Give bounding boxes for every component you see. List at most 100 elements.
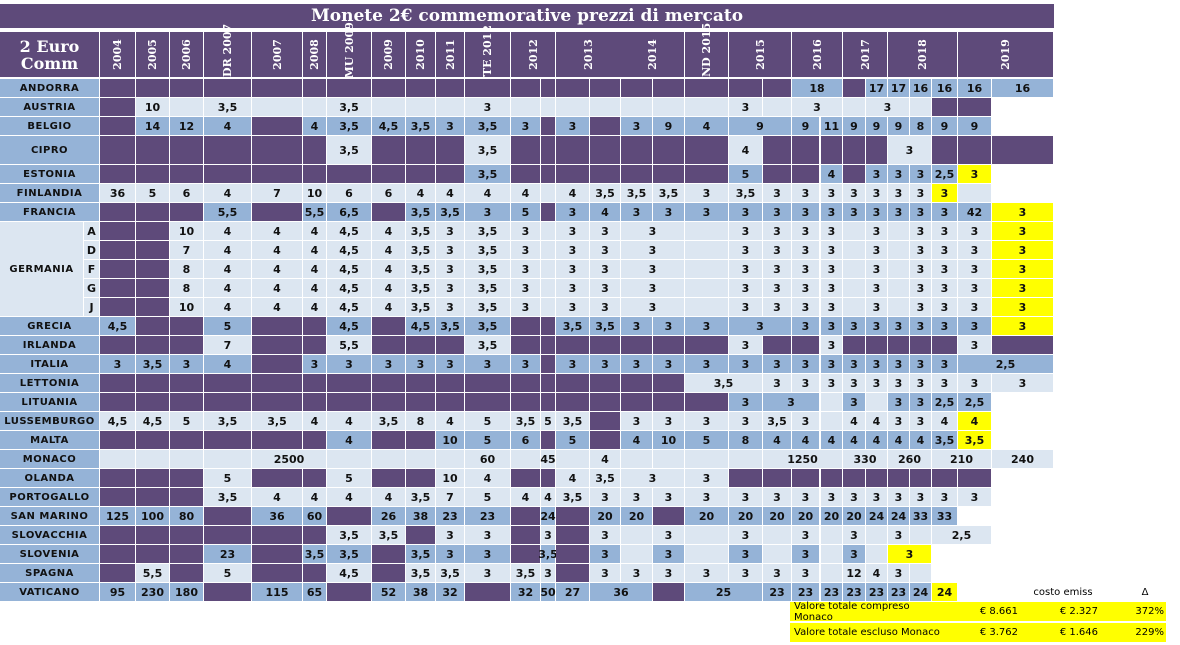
price-cell: 4 bbox=[204, 279, 251, 297]
empty-cell bbox=[327, 450, 371, 468]
empty-cell bbox=[590, 117, 620, 135]
empty-cell bbox=[932, 336, 957, 354]
price-cell: 3 bbox=[511, 260, 540, 278]
empty-cell bbox=[843, 98, 865, 116]
empty-cell bbox=[406, 450, 435, 468]
price-cell: 45 bbox=[540, 450, 556, 468]
price-cell: 3 bbox=[685, 184, 728, 202]
year-header: 2018 bbox=[888, 32, 957, 77]
price-cell: 3 bbox=[729, 336, 762, 354]
empty-cell bbox=[252, 469, 302, 487]
empty-cell bbox=[932, 136, 957, 164]
empty-cell bbox=[100, 431, 135, 449]
empty-cell bbox=[685, 279, 728, 297]
empty-cell bbox=[100, 241, 135, 259]
price-cell: 3 bbox=[821, 260, 842, 278]
country-name: PORTOGALLO bbox=[0, 488, 99, 506]
price-cell: 3 bbox=[436, 298, 464, 316]
price-cell: 3 bbox=[821, 488, 842, 506]
price-cell: 3 bbox=[866, 165, 887, 183]
empty-cell bbox=[541, 431, 555, 449]
price-cell: 9 bbox=[729, 117, 791, 135]
price-cell: 25 bbox=[685, 583, 762, 601]
price-cell: 3 bbox=[590, 488, 620, 506]
price-cell: 3 bbox=[910, 298, 931, 316]
price-cell: 3 bbox=[958, 317, 991, 335]
price-cell: 3 bbox=[792, 355, 819, 373]
empty-cell bbox=[792, 136, 819, 164]
delta-header: Δ bbox=[1141, 586, 1149, 598]
empty-cell bbox=[170, 317, 203, 335]
price-cell: 60 bbox=[465, 450, 510, 468]
price-cell: 4 bbox=[327, 431, 371, 449]
price-cell: 32 bbox=[511, 583, 540, 601]
empty-cell bbox=[136, 136, 169, 164]
price-cell: 3 bbox=[792, 203, 819, 221]
price-cell: 3,5 bbox=[136, 355, 169, 373]
price-cell: 4 bbox=[303, 117, 326, 135]
price-cell: 4 bbox=[866, 564, 887, 582]
price-cell: 4 bbox=[252, 298, 302, 316]
price-cell: 4,5 bbox=[100, 412, 135, 430]
price-cell: 3 bbox=[910, 488, 931, 506]
empty-cell bbox=[406, 79, 435, 97]
price-cell: 3 bbox=[621, 564, 652, 582]
price-cell: 10 bbox=[303, 184, 326, 202]
price-cell: 3,5 bbox=[372, 412, 405, 430]
price-cell: 3 bbox=[792, 184, 819, 202]
summary-value: € 8.661 bbox=[979, 606, 1018, 617]
empty-cell bbox=[932, 98, 957, 116]
price-cell: 10 bbox=[136, 98, 169, 116]
empty-cell bbox=[327, 583, 371, 601]
price-cell: 3 bbox=[958, 279, 991, 297]
price-cell: 3 bbox=[729, 203, 762, 221]
price-cell: 3 bbox=[792, 374, 819, 392]
empty-cell bbox=[763, 469, 791, 487]
empty-cell bbox=[406, 374, 435, 392]
price-cell: 3,5 bbox=[406, 203, 435, 221]
price-cell: 4 bbox=[372, 260, 405, 278]
empty-cell bbox=[303, 336, 326, 354]
country-name: OLANDA bbox=[0, 469, 99, 487]
empty-cell bbox=[843, 260, 865, 278]
price-cell: 3 bbox=[932, 355, 957, 373]
country-name: SLOVENIA bbox=[0, 545, 99, 563]
country-name: AUSTRIA bbox=[0, 98, 99, 116]
price-cell: 3 bbox=[992, 203, 1053, 221]
empty-cell bbox=[685, 260, 728, 278]
empty-cell bbox=[888, 222, 909, 240]
year-header: EMU 2009 bbox=[327, 22, 371, 87]
price-cell: 3 bbox=[932, 203, 957, 221]
price-cell: 3 bbox=[992, 222, 1053, 240]
price-cell: 27 bbox=[556, 583, 589, 601]
empty-cell bbox=[252, 317, 302, 335]
empty-cell bbox=[590, 165, 620, 183]
price-cell: 3 bbox=[653, 488, 684, 506]
empty-cell bbox=[685, 545, 728, 563]
price-cell: 3 bbox=[465, 526, 510, 544]
price-cell: 20 bbox=[763, 507, 791, 525]
summary-cost: € 1.646 bbox=[1059, 627, 1098, 638]
empty-cell bbox=[685, 79, 728, 97]
empty-cell bbox=[100, 203, 135, 221]
price-cell: 3 bbox=[685, 412, 728, 430]
price-cell: 3 bbox=[590, 564, 620, 582]
empty-cell bbox=[653, 79, 684, 97]
price-cell: 330 bbox=[843, 450, 887, 468]
empty-cell bbox=[843, 336, 865, 354]
empty-cell bbox=[170, 203, 203, 221]
empty-cell bbox=[465, 393, 510, 411]
price-cell: 3,5 bbox=[406, 241, 435, 259]
empty-cell bbox=[327, 79, 371, 97]
empty-cell bbox=[958, 469, 991, 487]
empty-cell bbox=[100, 79, 135, 97]
price-cell: 20 bbox=[729, 507, 762, 525]
mint-mark: A bbox=[84, 222, 99, 240]
price-cell: 24 bbox=[866, 507, 887, 525]
empty-cell bbox=[843, 222, 865, 240]
price-cell: 3 bbox=[932, 488, 957, 506]
empty-cell bbox=[556, 165, 589, 183]
empty-cell bbox=[372, 545, 405, 563]
empty-cell bbox=[136, 469, 169, 487]
empty-cell bbox=[541, 165, 555, 183]
